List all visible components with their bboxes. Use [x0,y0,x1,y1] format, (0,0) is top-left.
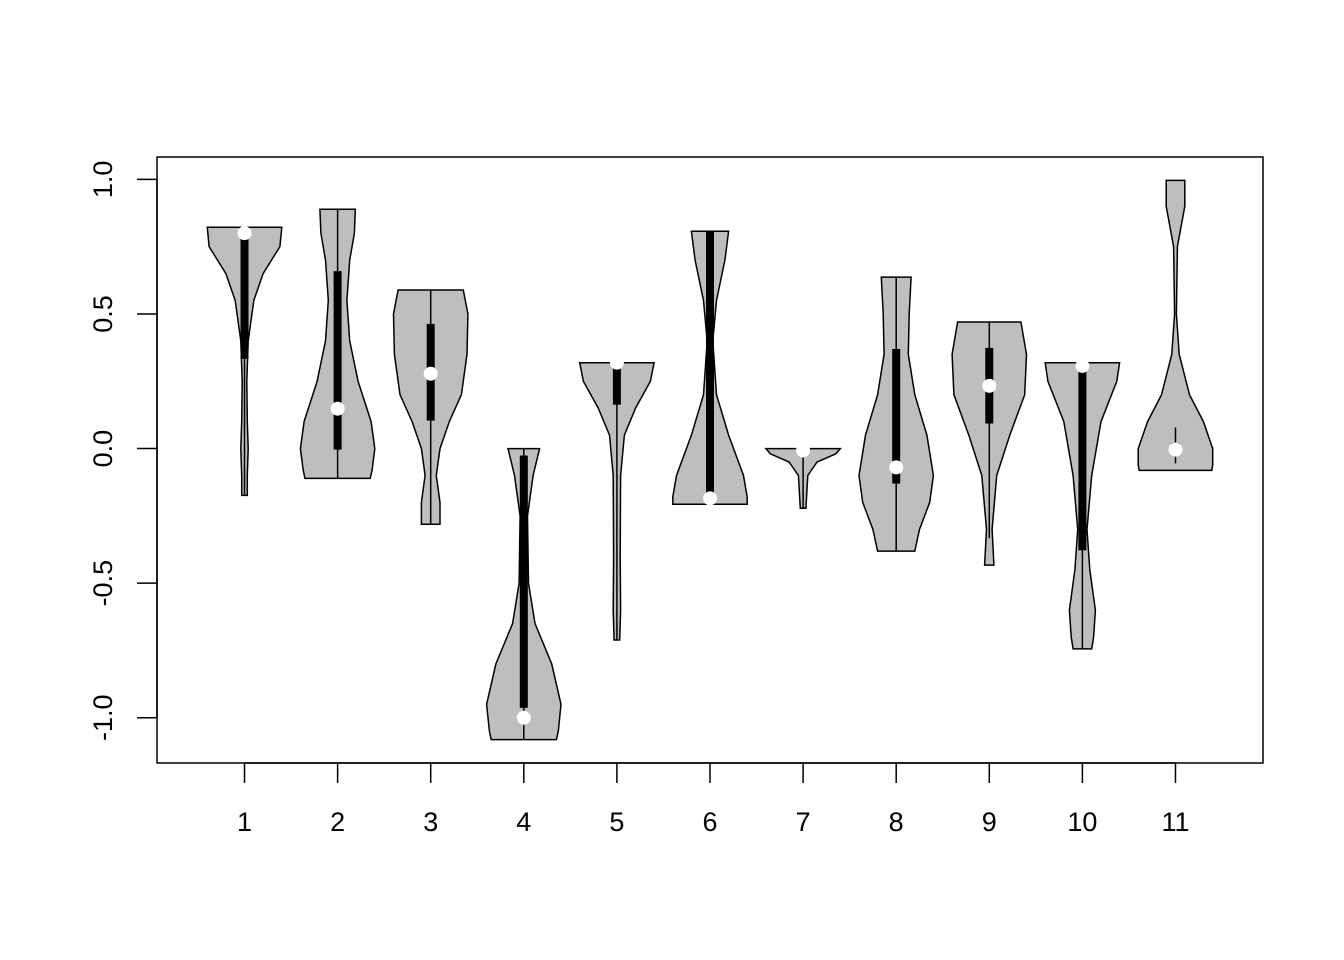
x-tick-label: 11 [1161,807,1189,837]
box [519,455,528,708]
box [892,348,901,484]
median [237,226,252,241]
x-tick-label: 3 [423,807,438,837]
x-tick-label: 5 [609,807,624,837]
x-tick-label: 7 [796,807,811,837]
box [333,271,342,450]
y-tick-label: 0.5 [88,295,118,333]
y-tick-label: 1.0 [88,161,118,199]
box [612,367,621,405]
y-tick-label: -1.0 [88,695,118,742]
median [609,355,624,370]
x-tick-label: 2 [330,807,345,837]
median [423,366,438,381]
violin [1137,179,1214,472]
box [1078,368,1087,551]
x-tick-label: 4 [516,807,531,837]
box [240,234,249,359]
median [703,491,717,506]
x-tick-label: 9 [982,807,997,837]
median [1075,358,1090,373]
x-tick-label: 1 [237,807,252,837]
median [796,443,811,458]
median [516,710,531,725]
y-tick-label: 0.0 [88,430,118,468]
median [889,460,904,475]
y-tick-label: -0.5 [88,560,118,607]
median [1168,442,1183,457]
x-tick-label: 10 [1067,807,1097,837]
median [982,378,997,393]
x-tick-label: 8 [889,807,904,837]
median [330,401,345,416]
box [706,231,714,494]
x-tick-label: 6 [702,807,717,837]
